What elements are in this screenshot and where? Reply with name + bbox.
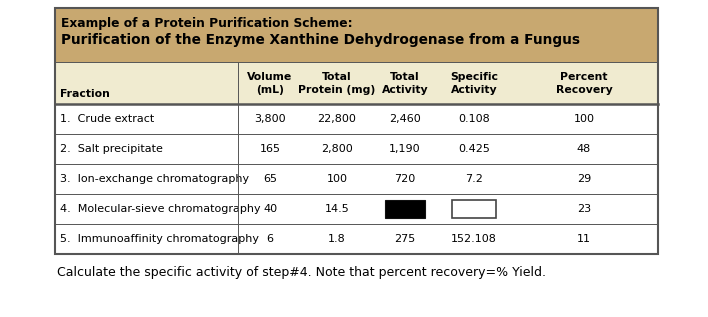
Text: 23: 23	[577, 204, 591, 214]
Text: 2.  Salt precipitate: 2. Salt precipitate	[60, 144, 163, 154]
Text: 0.108: 0.108	[458, 114, 490, 124]
Text: Activity: Activity	[451, 85, 497, 95]
Text: 40: 40	[263, 204, 277, 214]
Text: 11: 11	[577, 234, 591, 244]
Text: Purification of the Enzyme Xanthine Dehydrogenase from a Fungus: Purification of the Enzyme Xanthine Dehy…	[61, 33, 580, 47]
Bar	[452, 200, 496, 218]
Text: 0.425: 0.425	[458, 144, 490, 154]
Text: Activity: Activity	[382, 85, 428, 95]
Text: 3.  Ion-exchange chromatography: 3. Ion-exchange chromatography	[60, 174, 249, 184]
Text: (mL): (mL)	[256, 85, 284, 95]
Text: 6: 6	[266, 234, 273, 244]
Text: 2,800: 2,800	[321, 144, 353, 154]
Bar	[55, 62, 658, 104]
Text: 1.8: 1.8	[328, 234, 346, 244]
Text: 7.2: 7.2	[465, 174, 483, 184]
Text: 65: 65	[263, 174, 277, 184]
Text: 14.5: 14.5	[325, 204, 349, 214]
Text: Protein (mg): Protein (mg)	[298, 85, 376, 95]
Text: Fraction: Fraction	[60, 89, 110, 99]
Text: 100: 100	[573, 114, 595, 124]
Text: Total: Total	[390, 72, 420, 82]
Bar	[385, 200, 425, 218]
Text: 1.  Crude extract: 1. Crude extract	[60, 114, 154, 124]
Text: Recovery: Recovery	[556, 85, 612, 95]
Text: Specific: Specific	[450, 72, 498, 82]
Bar	[55, 8, 658, 254]
Text: Total: Total	[322, 72, 352, 82]
Text: 720: 720	[394, 174, 416, 184]
Text: Volume: Volume	[247, 72, 292, 82]
Text: Percent: Percent	[560, 72, 607, 82]
Bar	[55, 8, 658, 62]
Text: Calculate the specific activity of step#4. Note that percent recovery=% Yield.: Calculate the specific activity of step#…	[57, 266, 546, 279]
Text: 48: 48	[577, 144, 591, 154]
Text: 100: 100	[326, 174, 348, 184]
Text: 5.  Immunoaffinity chromatography: 5. Immunoaffinity chromatography	[60, 234, 259, 244]
Text: 22,800: 22,800	[318, 114, 356, 124]
Text: 3,800: 3,800	[254, 114, 286, 124]
Text: 275: 275	[394, 234, 416, 244]
Text: 1,190: 1,190	[389, 144, 421, 154]
Text: 4.  Molecular-sieve chromatography: 4. Molecular-sieve chromatography	[60, 204, 261, 214]
Text: 29: 29	[577, 174, 591, 184]
Text: 2,460: 2,460	[389, 114, 421, 124]
Text: Example of a Protein Purification Scheme:: Example of a Protein Purification Scheme…	[61, 17, 353, 30]
Text: 165: 165	[260, 144, 280, 154]
Text: 152.108: 152.108	[451, 234, 497, 244]
Bar	[55, 104, 658, 254]
